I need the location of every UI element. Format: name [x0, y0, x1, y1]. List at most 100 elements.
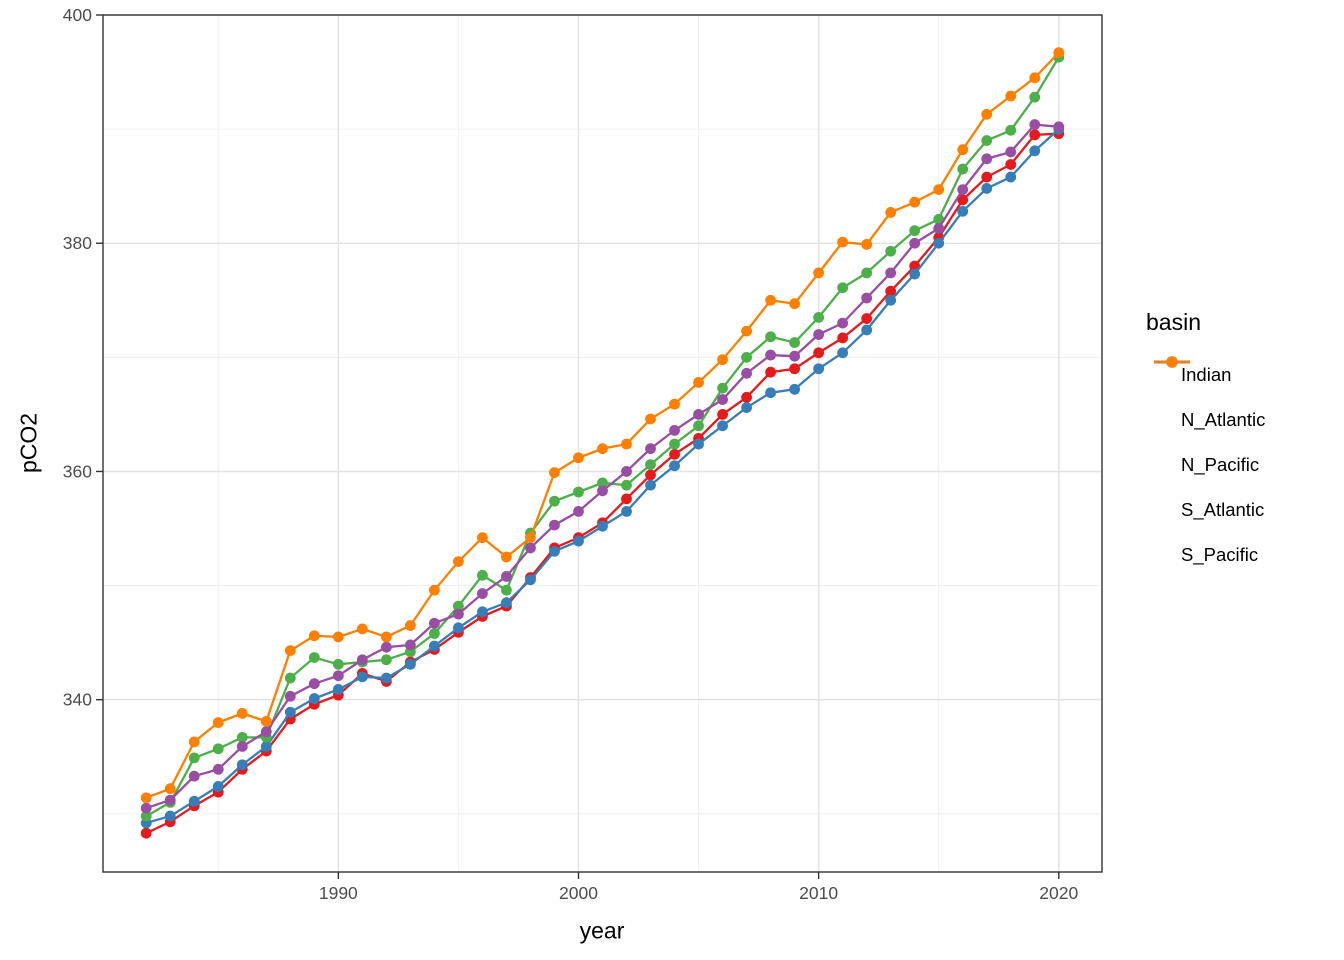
point-Indian-2004 — [669, 448, 680, 460]
point-S_Pacific-2019 — [1029, 72, 1041, 84]
point-N_Pacific-1999 — [549, 495, 560, 507]
point-N_Pacific-2001 — [597, 477, 608, 489]
y-tick-label: 400 — [63, 5, 92, 25]
legend-label: N_Pacific — [1181, 453, 1260, 475]
point-S_Atlantic-2017 — [981, 153, 993, 165]
point-S_Pacific-1993 — [404, 620, 416, 631]
point-S_Pacific-2020 — [1053, 47, 1065, 59]
point-S_Atlantic-2011 — [837, 317, 849, 329]
point-N_Pacific-2009 — [789, 337, 801, 348]
point-S_Pacific-1982 — [140, 792, 152, 804]
point-S_Pacific-1984 — [188, 736, 200, 748]
point-N_Atlantic-1995 — [453, 622, 464, 634]
point-S_Atlantic-1987 — [260, 726, 272, 738]
point-Indian-2007 — [741, 391, 752, 403]
legend-key-icon — [1154, 356, 1190, 368]
point-N_Pacific-1985 — [212, 743, 224, 755]
point-S_Atlantic-1986 — [236, 741, 248, 752]
point-N_Pacific-2010 — [813, 312, 825, 323]
point-N_Atlantic-2001 — [597, 520, 608, 532]
y-tick-label: 340 — [63, 690, 92, 710]
point-S_Pacific-1990 — [332, 631, 344, 643]
point-N_Atlantic-2010 — [813, 363, 825, 375]
legend-item-N_Pacific: N_Pacific — [1154, 356, 1265, 487]
point-N_Pacific-2004 — [669, 438, 680, 450]
x-axis-title: year — [579, 917, 625, 944]
point-S_Pacific-2007 — [741, 325, 752, 337]
point-S_Pacific-2008 — [765, 294, 777, 306]
point-S_Atlantic-2003 — [645, 443, 656, 455]
point-N_Pacific-2002 — [621, 479, 632, 491]
point-S_Pacific-1992 — [380, 631, 392, 643]
point-S_Pacific-2011 — [837, 236, 849, 248]
point-N_Pacific-1990 — [332, 658, 344, 670]
point-Indian-2019 — [1029, 129, 1041, 141]
point-N_Atlantic-2005 — [693, 438, 704, 450]
point-S_Atlantic-1991 — [356, 654, 368, 666]
point-S_Atlantic-1998 — [525, 542, 536, 554]
point-N_Pacific-1982 — [140, 810, 152, 822]
point-N_Atlantic-1987 — [260, 741, 272, 752]
point-N_Atlantic-2012 — [861, 324, 873, 336]
point-N_Atlantic-1989 — [308, 693, 320, 704]
point-N_Atlantic-2008 — [765, 387, 777, 399]
point-Indian-1982 — [140, 827, 152, 839]
point-N_Atlantic-2011 — [837, 347, 849, 359]
point-S_Pacific-2005 — [693, 377, 704, 388]
legend-item-S_Pacific: S_Pacific — [1154, 356, 1265, 577]
point-N_Atlantic-1996 — [477, 606, 488, 618]
point-N_Atlantic-1993 — [404, 658, 416, 670]
point-N_Atlantic-1985 — [212, 781, 224, 792]
point-N_Atlantic-1984 — [188, 795, 200, 807]
y-tick-label: 360 — [63, 461, 92, 481]
point-N_Atlantic-1992 — [380, 672, 392, 684]
point-S_Pacific-2006 — [717, 354, 728, 366]
point-S_Atlantic-1993 — [404, 639, 416, 651]
point-S_Atlantic-2006 — [717, 394, 728, 405]
point-N_Atlantic-2004 — [669, 460, 680, 472]
point-N_Atlantic-2003 — [645, 479, 656, 491]
x-tick-label: 2020 — [1039, 883, 1078, 903]
x-tick-label: 1990 — [319, 883, 358, 903]
point-S_Atlantic-2008 — [765, 349, 777, 361]
point-Indian-2017 — [981, 171, 993, 183]
point-N_Atlantic-1994 — [428, 640, 440, 652]
point-Indian-2002 — [621, 493, 632, 505]
legend-label: S_Pacific — [1181, 543, 1259, 565]
point-N_Pacific-1997 — [501, 584, 512, 596]
point-N_Pacific-2007 — [741, 351, 752, 363]
point-N_Atlantic-1998 — [525, 574, 536, 586]
point-N_Pacific-2013 — [885, 245, 897, 257]
point-S_Pacific-1986 — [236, 707, 248, 719]
point-S_Atlantic-2005 — [693, 409, 704, 420]
point-N_Pacific-2018 — [1005, 124, 1017, 136]
point-Indian-2012 — [861, 313, 873, 324]
point-S_Atlantic-2015 — [933, 222, 945, 234]
point-N_Atlantic-2006 — [717, 420, 728, 432]
point-S_Pacific-2004 — [669, 398, 680, 410]
point-S_Atlantic-2014 — [909, 237, 921, 249]
point-N_Pacific-2016 — [957, 163, 969, 175]
point-S_Atlantic-1995 — [453, 608, 464, 620]
point-N_Pacific-1995 — [453, 600, 464, 612]
point-S_Pacific-2009 — [789, 298, 801, 310]
point-S_Atlantic-1985 — [212, 763, 224, 775]
point-Indian-2009 — [789, 363, 801, 375]
point-N_Pacific-2000 — [573, 486, 584, 498]
y-axis-title: pCO2 — [15, 412, 42, 474]
point-N_Pacific-1989 — [308, 652, 320, 663]
point-S_Atlantic-1999 — [549, 519, 560, 531]
x-tick-label: 2010 — [799, 883, 838, 903]
point-N_Atlantic-2007 — [741, 402, 752, 413]
legend-label: S_Atlantic — [1181, 498, 1265, 520]
point-S_Pacific-2016 — [957, 144, 969, 156]
point-N_Pacific-1994 — [428, 628, 440, 639]
point-S_Atlantic-1997 — [501, 571, 512, 582]
series-line-S_Pacific — [145, 51, 1060, 799]
point-N_Pacific-1986 — [236, 731, 248, 743]
point-S_Pacific-2015 — [933, 184, 945, 195]
point-S_Pacific-2000 — [573, 452, 584, 464]
point-S_Pacific-1996 — [477, 532, 488, 544]
point-S_Pacific-2013 — [885, 207, 897, 218]
